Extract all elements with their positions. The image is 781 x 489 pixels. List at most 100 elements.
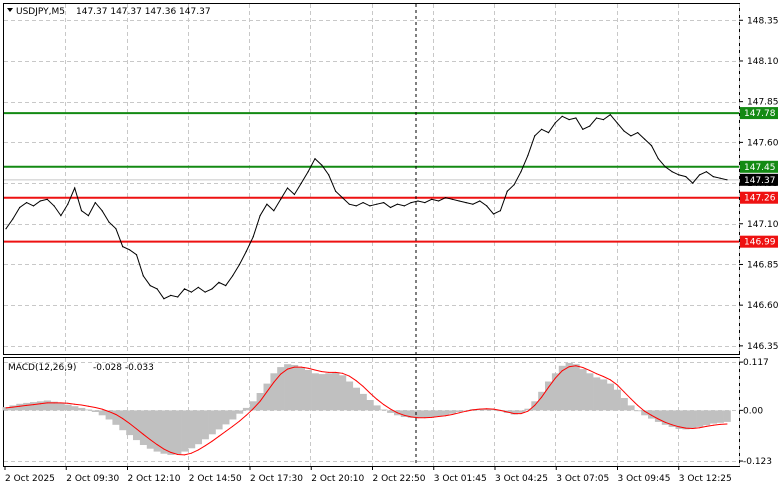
dropdown-triangle-icon[interactable]	[7, 8, 13, 12]
price-point	[314, 158, 316, 160]
price-tick-label: 148.10	[747, 57, 779, 67]
macd-bar	[689, 410, 697, 429]
macd-bar	[222, 410, 230, 425]
macd-bar	[277, 367, 285, 411]
signal-point	[19, 405, 21, 407]
price-point	[5, 228, 7, 230]
price-point	[197, 286, 199, 288]
signal-point	[541, 396, 543, 398]
price-point	[554, 122, 556, 124]
macd-bar	[620, 398, 628, 411]
signal-point	[685, 427, 687, 429]
symbol-label[interactable]: USDJPY,M5	[16, 7, 65, 17]
price-point	[108, 221, 110, 223]
macd-tick-label: 0.00	[743, 406, 763, 416]
macd-bar	[579, 369, 587, 411]
macd-bar	[462, 410, 470, 411]
time-tick-label: 3 Oct 09:45	[618, 474, 671, 484]
macd-bar	[661, 410, 669, 425]
price-point	[204, 291, 206, 293]
macd-bar	[325, 373, 333, 411]
macd-bar	[98, 410, 106, 416]
price-point	[602, 119, 605, 121]
price-point	[238, 263, 241, 266]
price-point	[719, 177, 721, 179]
price-point	[183, 288, 186, 290]
signal-point	[705, 425, 707, 427]
macd-bar	[78, 407, 86, 411]
price-point	[280, 198, 282, 200]
macd-bar	[304, 370, 312, 411]
price-point	[300, 182, 302, 184]
price-point	[705, 171, 708, 173]
price-point	[259, 215, 261, 217]
price-point	[595, 117, 598, 119]
macd-bar	[593, 377, 601, 411]
macd-bar	[565, 362, 573, 411]
signal-point	[534, 404, 536, 406]
macd-bar	[387, 410, 395, 413]
signal-point	[33, 404, 34, 406]
level-tag-label: 147.78	[744, 109, 776, 119]
price-point	[170, 294, 172, 296]
signal-point	[657, 418, 659, 420]
macd-bar	[352, 387, 360, 411]
signal-point	[561, 370, 563, 372]
macd-bar	[126, 410, 134, 436]
price-point	[568, 119, 570, 121]
signal-point	[245, 414, 247, 416]
time-tick-label: 2 Oct 09:30	[66, 474, 119, 484]
signal-point	[499, 409, 501, 411]
macd-bar	[545, 381, 553, 411]
grid-lines	[4, 4, 740, 466]
price-point	[698, 174, 701, 176]
macd-bar	[558, 365, 566, 411]
signal-point	[287, 368, 288, 370]
macd-bar	[318, 374, 326, 411]
price-levels	[4, 112, 739, 243]
level-tag	[740, 235, 778, 248]
price-point	[19, 206, 21, 209]
macd-axis: 0.117 0.00 -0.123	[739, 358, 772, 467]
time-tick-label: 2 Oct 20:10	[311, 474, 364, 484]
macd-bar	[380, 409, 388, 411]
price-point	[135, 254, 138, 256]
macd-bar	[270, 373, 278, 411]
price-point	[129, 249, 131, 251]
signal-point	[582, 367, 584, 368]
price-point	[348, 203, 350, 205]
macd-bar	[524, 408, 532, 411]
macd-histogram	[2, 362, 731, 455]
macd-bar	[510, 410, 518, 415]
price-tick-label: 147.85	[747, 98, 779, 108]
current-price-label: 147.37	[744, 176, 776, 186]
signal-point	[678, 426, 680, 428]
signal-point	[712, 424, 714, 426]
signal-point	[630, 398, 632, 400]
price-point	[74, 187, 76, 189]
price-point	[87, 215, 89, 217]
price-point	[644, 138, 646, 140]
price-point	[410, 202, 412, 204]
price-point	[307, 171, 309, 173]
price-point	[39, 200, 41, 202]
macd-bar	[201, 410, 209, 440]
signal-point	[699, 427, 700, 429]
price-point	[355, 205, 357, 207]
price-point	[486, 205, 488, 207]
time-tick-label: 3 Oct 01:45	[434, 474, 487, 484]
macd-bar	[85, 409, 93, 411]
signal-point	[239, 420, 240, 422]
price-point	[506, 190, 508, 192]
price-point	[115, 228, 117, 230]
signal-point	[314, 369, 316, 371]
macd-bar	[229, 410, 237, 420]
price-point	[80, 210, 83, 212]
signal-point	[438, 416, 440, 417]
price-point	[142, 275, 144, 277]
signal-point	[602, 376, 604, 377]
signal-point	[218, 435, 220, 437]
price-point	[431, 198, 433, 200]
macd-bar	[146, 410, 154, 449]
